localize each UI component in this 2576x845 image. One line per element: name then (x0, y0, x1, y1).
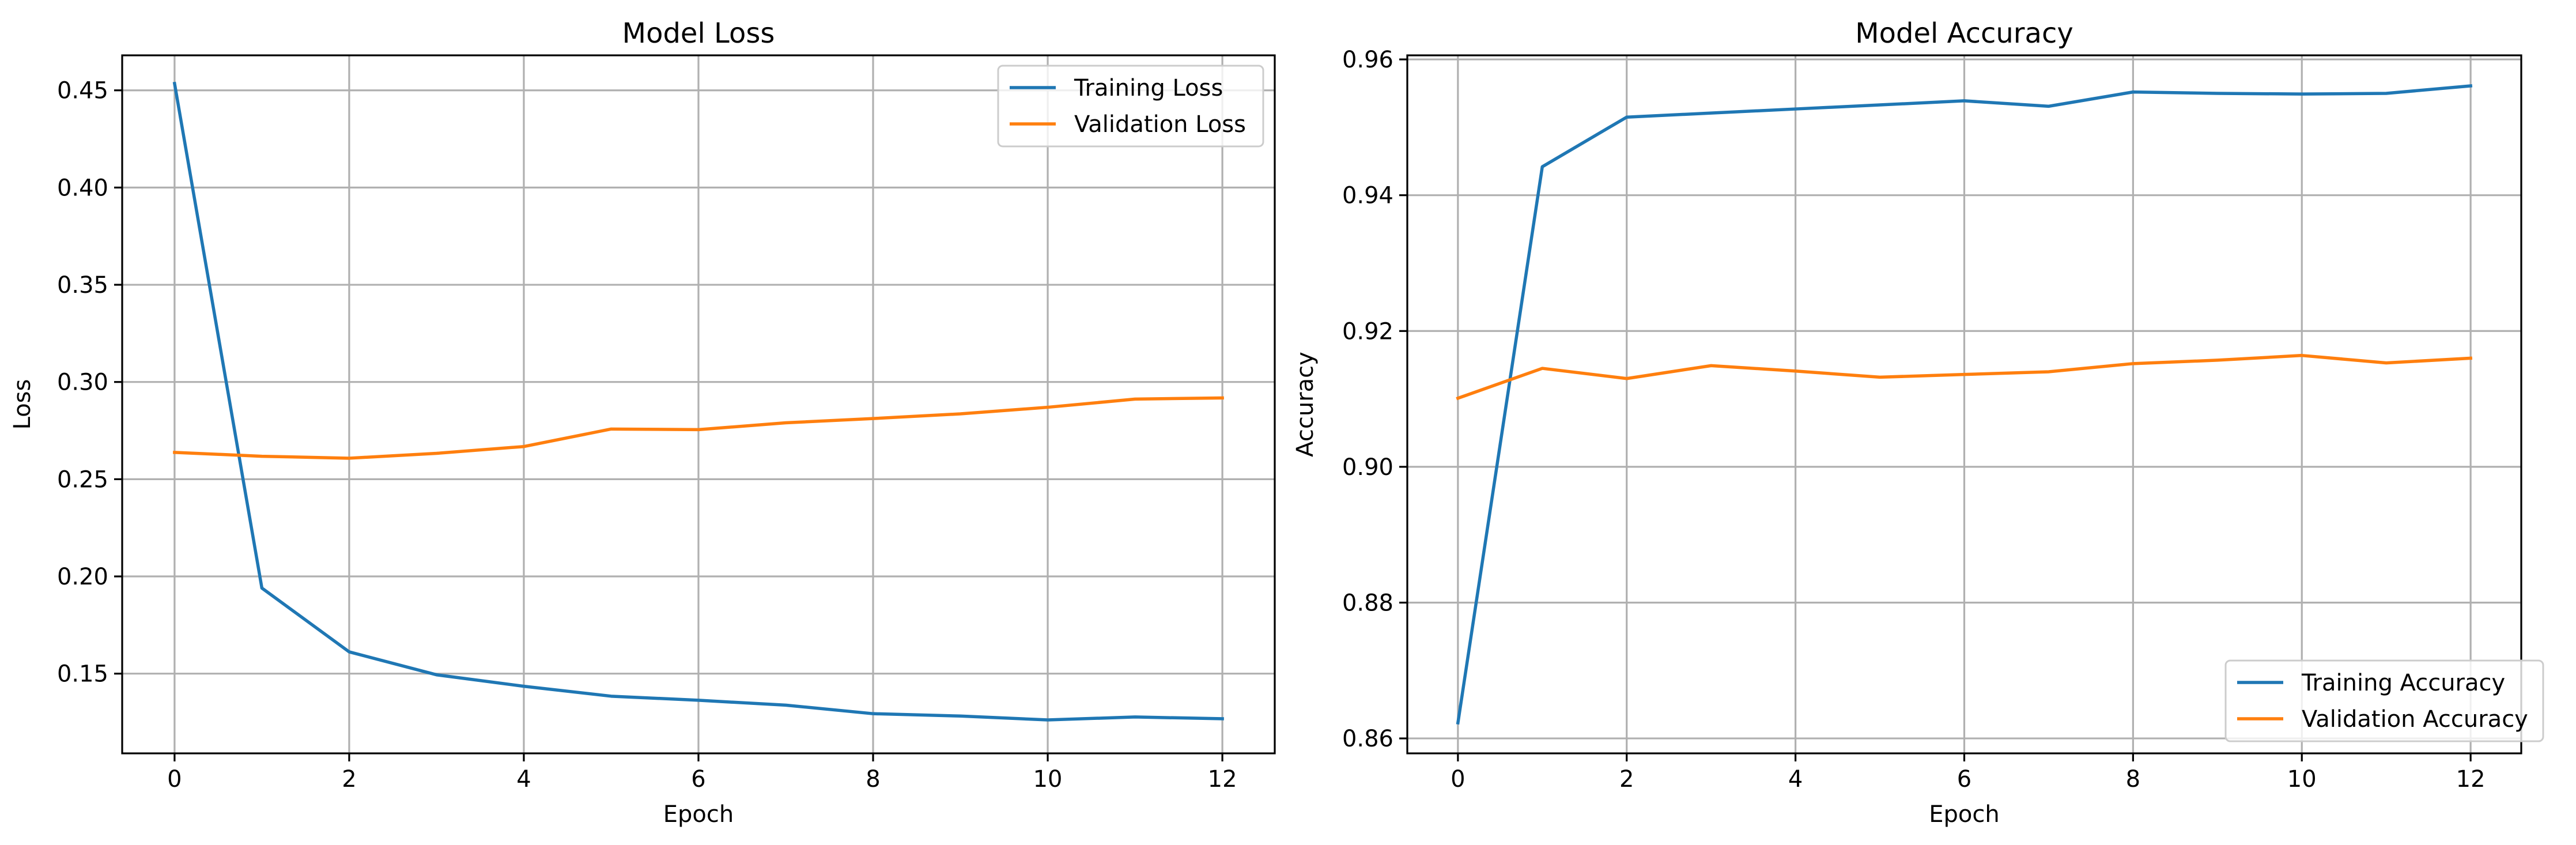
chart-title: Model Loss (622, 17, 775, 50)
x-tick-label: 0 (1451, 766, 1465, 793)
series-line-training-loss (172, 81, 1224, 722)
x-axis-label: Epoch (1929, 801, 1999, 828)
chart-0: 0 2 4 6 8 10 12 0.15 0.20 0.25 0.30 0.35 0.40 0.45 Mod… (9, 17, 1276, 828)
x-tick-label: 8 (2126, 766, 2140, 793)
series-line-validation-accuracy (1456, 353, 2473, 401)
y-tick-label: 0.15 (57, 661, 108, 688)
legend-box (997, 65, 1264, 148)
x-tick-label: 2 (1619, 766, 1634, 793)
legend-label: Validation Accuracy (2302, 706, 2528, 733)
y-tick-label: 0.20 (57, 564, 108, 590)
x-tick-label: 6 (691, 766, 705, 793)
series-line-validation-loss (173, 396, 1224, 460)
series-group (172, 81, 1224, 722)
legend-label: Training Loss (1074, 75, 1223, 101)
y-tick-label: 0.45 (57, 78, 108, 104)
x-tick-label: 12 (1208, 766, 1237, 793)
y-tick-label: 0.35 (57, 272, 108, 299)
x-tick-label: 10 (2287, 766, 2317, 793)
y-tick-label: 0.30 (57, 369, 108, 396)
x-axis-label: Epoch (663, 801, 734, 828)
legend: Training Accuracy Validation Accuracy (2224, 659, 2544, 742)
chart-title: Model Accuracy (1855, 17, 2073, 50)
x-tick-label: 4 (1788, 766, 1803, 793)
x-tick-label: 12 (2456, 766, 2486, 793)
x-tick-label: 4 (516, 766, 531, 793)
y-tick-label: 0.90 (1342, 454, 1393, 481)
y-tick-label: 0.92 (1342, 318, 1393, 345)
x-tick-label: 6 (1957, 766, 1971, 793)
y-axis-label: Loss (9, 379, 36, 430)
x-tick-label: 8 (866, 766, 880, 793)
chart-1: 0 2 4 6 8 10 12 0.86 0.88 0.90 0.92 0.94 0.96 Model A… (1292, 17, 2544, 828)
legend-label: Validation Loss (1074, 111, 1246, 138)
y-tick-label: 0.94 (1342, 183, 1393, 209)
y-tick-label: 0.88 (1342, 590, 1393, 616)
series-line-training-accuracy (1456, 84, 2473, 725)
x-tick-label: 10 (1033, 766, 1063, 793)
legend: Training Loss Validation Loss (997, 65, 1264, 148)
y-tick-label: 0.25 (57, 466, 108, 493)
legend-box (2224, 659, 2544, 742)
series-group (1456, 84, 2473, 725)
legend-label: Training Accuracy (2301, 670, 2505, 696)
y-axis-label: Accuracy (1292, 352, 1319, 457)
x-tick-label: 2 (342, 766, 356, 793)
y-tick-label: 0.40 (57, 175, 108, 201)
x-tick-label: 0 (167, 766, 182, 793)
y-tick-label: 0.86 (1342, 726, 1393, 752)
y-tick-label: 0.96 (1342, 47, 1393, 73)
